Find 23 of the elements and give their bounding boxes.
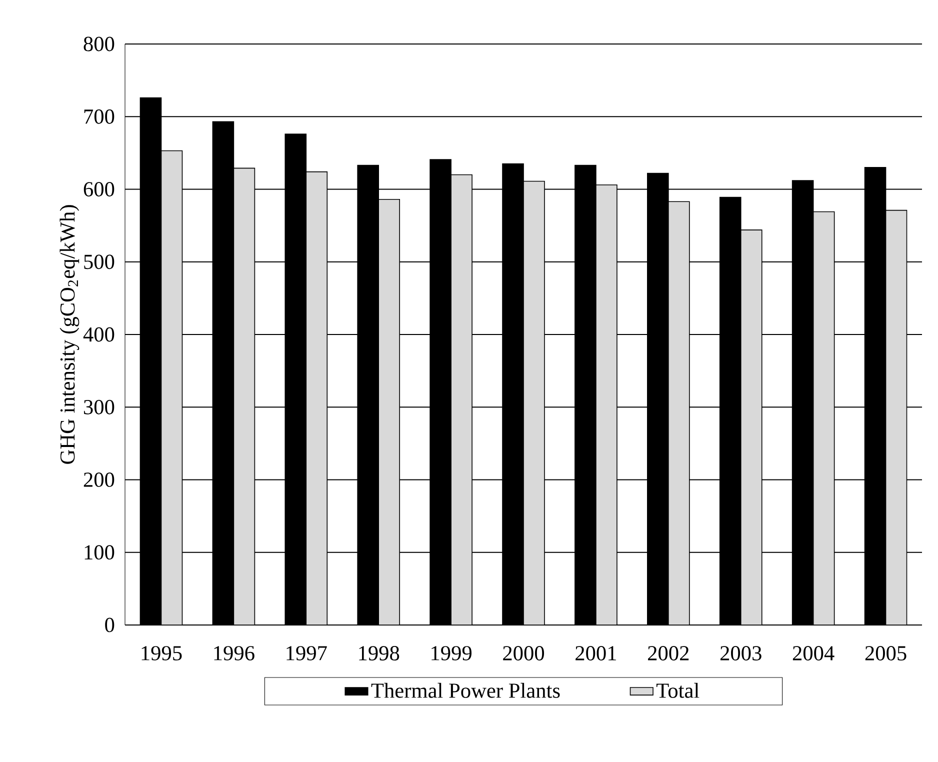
legend-label: Thermal Power Plants [371,682,560,698]
x-tick-label: 1995 [142,646,182,660]
x-tick-label: 2001 [576,646,616,660]
x-tick-label: 1996 [214,646,254,660]
y-tick-label: 300 [84,400,114,414]
y-tick-label: 0 [105,618,114,632]
y-tick-label: 200 [84,472,114,487]
x-tick-label: 1998 [359,646,400,660]
y-tick-label: 100 [84,545,114,560]
y-tick-label: 800 [84,36,114,52]
y-tick-label: 600 [84,182,114,196]
x-tick-label: 2005 [865,646,906,660]
x-tick-label: 1997 [286,646,327,660]
y-tick-label: 700 [84,109,114,124]
legend-label: Total [656,682,700,698]
x-tick-label: 2003 [720,646,762,660]
y-axis-title: GHG intensity (gCO$_{2}$eq/kWh) [60,205,80,464]
x-tick-label: 2000 [503,646,544,660]
x-tick-label: 1999 [432,646,472,660]
x-tick-label: 2004 [792,646,834,660]
x-tick-label: 2002 [648,646,689,660]
y-tick-label: 500 [84,254,114,270]
y-tick-label: 400 [83,327,114,342]
